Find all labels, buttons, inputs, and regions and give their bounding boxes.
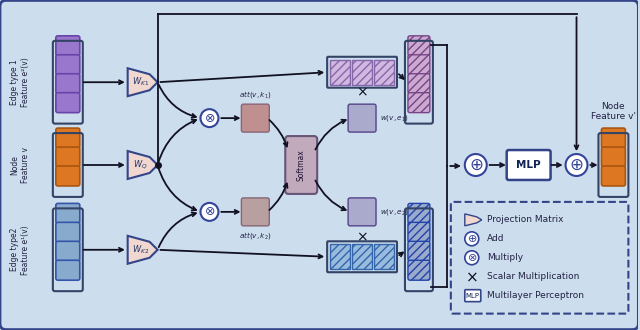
FancyBboxPatch shape: [56, 93, 80, 113]
Bar: [352, 244, 372, 269]
FancyBboxPatch shape: [56, 203, 80, 223]
FancyBboxPatch shape: [56, 128, 80, 148]
Circle shape: [200, 109, 218, 127]
FancyBboxPatch shape: [408, 74, 430, 94]
Text: $w(v,e_2)$: $w(v,e_2)$: [380, 207, 409, 217]
FancyBboxPatch shape: [408, 222, 430, 242]
Text: $\otimes$: $\otimes$: [204, 205, 215, 218]
Text: Edge type2
Feature e¹(v): Edge type2 Feature e¹(v): [10, 225, 29, 275]
Circle shape: [465, 154, 487, 176]
FancyBboxPatch shape: [56, 74, 80, 94]
Text: $W_{K2}$: $W_{K2}$: [132, 244, 149, 256]
Text: MLP: MLP: [516, 160, 541, 170]
Circle shape: [465, 251, 479, 265]
FancyBboxPatch shape: [56, 222, 80, 242]
Text: $att(v,k_2)$: $att(v,k_2)$: [239, 230, 272, 241]
FancyBboxPatch shape: [285, 136, 317, 194]
Text: Scalar Multiplication: Scalar Multiplication: [487, 272, 579, 281]
FancyBboxPatch shape: [507, 150, 550, 180]
Text: $\times$: $\times$: [465, 269, 478, 284]
Bar: [374, 244, 394, 269]
Polygon shape: [465, 214, 482, 226]
Polygon shape: [127, 68, 157, 96]
Text: MLP: MLP: [466, 293, 480, 299]
Text: Multiply: Multiply: [487, 253, 523, 262]
FancyBboxPatch shape: [56, 55, 80, 75]
FancyBboxPatch shape: [56, 36, 80, 56]
Text: Add: Add: [487, 234, 504, 243]
Bar: [330, 244, 350, 269]
Circle shape: [200, 203, 218, 221]
FancyBboxPatch shape: [56, 166, 80, 186]
FancyBboxPatch shape: [602, 147, 625, 167]
Text: Edge type 1
Feature e²(v): Edge type 1 Feature e²(v): [10, 57, 29, 107]
Text: Projection Matrix: Projection Matrix: [487, 215, 563, 224]
Bar: [374, 60, 394, 85]
Text: $\oplus$: $\oplus$: [569, 156, 584, 174]
Text: $\otimes$: $\otimes$: [467, 252, 477, 263]
FancyBboxPatch shape: [56, 147, 80, 167]
Text: $W_Q$: $W_Q$: [133, 159, 148, 171]
Circle shape: [465, 232, 479, 246]
FancyBboxPatch shape: [602, 128, 625, 148]
Bar: [330, 60, 350, 85]
Text: $\times$: $\times$: [356, 85, 368, 99]
FancyBboxPatch shape: [348, 198, 376, 226]
Polygon shape: [127, 236, 157, 264]
FancyBboxPatch shape: [56, 260, 80, 280]
Text: Softmax: Softmax: [297, 149, 306, 181]
Polygon shape: [127, 151, 157, 179]
Text: $\oplus$: $\oplus$: [468, 156, 483, 174]
FancyBboxPatch shape: [56, 241, 80, 261]
Text: $\otimes$: $\otimes$: [204, 112, 215, 125]
FancyBboxPatch shape: [408, 203, 430, 223]
Text: $\oplus$: $\oplus$: [467, 233, 477, 244]
FancyBboxPatch shape: [465, 290, 481, 302]
Text: $att(v,k_1)$: $att(v,k_1)$: [239, 89, 272, 100]
FancyBboxPatch shape: [408, 55, 430, 75]
Text: Multilayer Perceptron: Multilayer Perceptron: [487, 291, 584, 300]
FancyBboxPatch shape: [408, 260, 430, 280]
FancyBboxPatch shape: [451, 202, 628, 314]
Text: $w(v,e_1)$: $w(v,e_1)$: [380, 113, 409, 123]
Text: $W_{K1}$: $W_{K1}$: [132, 76, 149, 88]
Text: Node
Feature v': Node Feature v': [591, 102, 636, 121]
Text: Node
Feature v: Node Feature v: [10, 147, 29, 183]
Circle shape: [566, 154, 588, 176]
FancyBboxPatch shape: [408, 93, 430, 113]
FancyBboxPatch shape: [408, 36, 430, 56]
FancyBboxPatch shape: [241, 104, 269, 132]
FancyBboxPatch shape: [602, 166, 625, 186]
FancyBboxPatch shape: [241, 198, 269, 226]
Bar: [352, 60, 372, 85]
Text: $\times$: $\times$: [356, 230, 368, 244]
FancyBboxPatch shape: [408, 241, 430, 261]
FancyBboxPatch shape: [348, 104, 376, 132]
